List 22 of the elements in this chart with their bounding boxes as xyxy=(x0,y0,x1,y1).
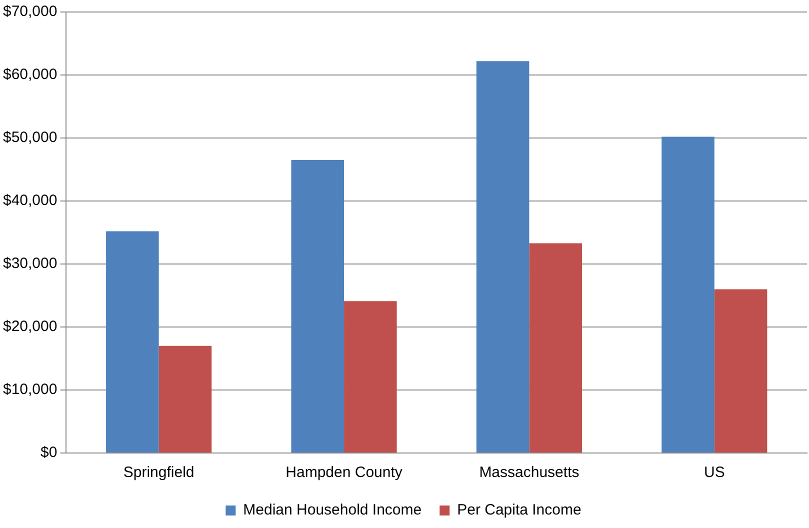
bar xyxy=(714,289,768,452)
bar xyxy=(158,346,212,452)
x-tick-label: Springfield xyxy=(123,464,194,482)
y-tick-label: $20,000 xyxy=(2,318,58,336)
bar xyxy=(529,243,582,452)
y-tick-label: $0 xyxy=(40,444,58,462)
x-tick-label: Hampden County xyxy=(286,464,403,482)
y-tick-label: $70,000 xyxy=(2,3,58,20)
x-tick-label: US xyxy=(704,464,725,482)
y-tick-label: $40,000 xyxy=(2,192,58,210)
bar xyxy=(476,61,530,452)
y-tick-label: $50,000 xyxy=(2,129,58,146)
bar xyxy=(344,301,397,452)
legend-label: Per Capita Income xyxy=(457,502,582,519)
legend-label: Median Household Income xyxy=(243,502,422,519)
x-tick-label: Massachusetts xyxy=(479,464,580,482)
bar xyxy=(106,231,159,452)
bar xyxy=(291,160,344,452)
y-tick-label: $60,000 xyxy=(2,66,58,84)
bar xyxy=(662,136,714,452)
y-tick-label: $30,000 xyxy=(2,255,58,272)
y-tick-label: $10,000 xyxy=(2,381,58,398)
